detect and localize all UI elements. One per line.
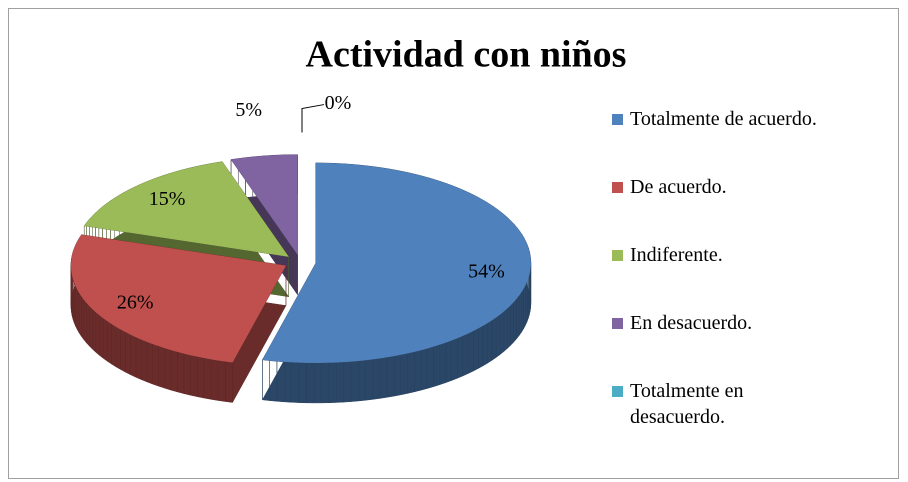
data-label: 15%	[149, 188, 186, 210]
legend-swatch	[612, 114, 623, 125]
chart-title: Actividad con niños	[306, 34, 627, 76]
legend-label: En desacuerdo.	[630, 312, 753, 334]
legend-item: De acuerdo.	[612, 174, 902, 242]
legend-swatch	[612, 182, 623, 193]
legend-swatch	[612, 318, 623, 329]
slice	[84, 161, 289, 257]
slice	[231, 154, 298, 255]
slice	[262, 162, 531, 363]
legend-label: Totalmente en desacuerdo.	[630, 380, 744, 428]
data-label: 26%	[117, 292, 154, 314]
legend-item: Totalmente en desacuerdo.	[612, 378, 902, 446]
legend-swatch	[612, 250, 623, 261]
legend-swatch	[612, 386, 623, 397]
data-label: 54%	[468, 261, 505, 283]
legend-label: Totalmente de acuerdo.	[630, 108, 817, 130]
legend: Totalmente de acuerdo. De acuerdo. Indifer…	[612, 106, 902, 446]
leader-line	[301, 104, 325, 133]
chart-border	[8, 8, 899, 479]
legend-label: De acuerdo.	[630, 176, 727, 198]
legend-item: Totalmente de acuerdo.	[612, 106, 902, 174]
slice	[70, 234, 286, 363]
data-label: 5%	[235, 99, 262, 121]
legend-item: Indiferente.	[612, 242, 902, 310]
legend-item: En desacuerdo.	[612, 310, 902, 378]
data-label: 0%	[325, 92, 352, 114]
legend-label: Indiferente.	[630, 244, 723, 266]
